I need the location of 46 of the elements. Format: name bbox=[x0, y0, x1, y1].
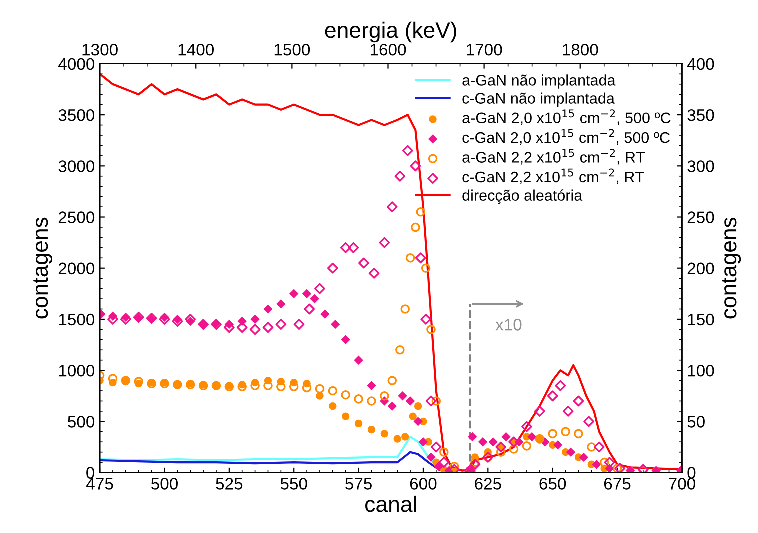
x-tick-label: 475 bbox=[86, 478, 114, 490]
x2-tick-label: 1800 bbox=[563, 44, 598, 56]
x-tick-label: 575 bbox=[346, 478, 372, 490]
legend-label: a-GaN 2,2 x10$^{15}$ cm$^{−2}$, RT bbox=[462, 149, 646, 165]
y2-tick-label: 200 bbox=[688, 262, 714, 275]
annotation: x10 bbox=[496, 319, 522, 331]
y2-tick-label: 0 bbox=[688, 467, 696, 479]
y-tick-label: 3000 bbox=[58, 160, 95, 172]
y2-tick-label: 300 bbox=[688, 160, 714, 172]
x2-tick-label: 1400 bbox=[178, 44, 214, 56]
x2-axis-title: energia (keV) bbox=[325, 22, 456, 43]
y-tick-label: 4000 bbox=[58, 58, 95, 70]
x2-tick-label: 1300 bbox=[82, 44, 118, 56]
y-tick-label: 1000 bbox=[59, 364, 95, 377]
legend-label: a-GaN não implantada bbox=[462, 74, 616, 89]
legend-label: c-GaN 2,2 x10$^{15}$ cm$^{−2}$, RT bbox=[462, 168, 644, 184]
legend-label: c-GaN 2,0 x10$^{15}$ cm$^{−2}$, 500 ºC bbox=[462, 129, 670, 146]
x-tick-label: 625 bbox=[475, 478, 502, 490]
y-tick-label: 500 bbox=[68, 416, 95, 428]
y2-tick-label: 250 bbox=[688, 212, 714, 224]
y-tick-label: 0 bbox=[86, 467, 95, 479]
x-tick-label: 525 bbox=[216, 478, 243, 490]
y-tick-label: 3500 bbox=[58, 109, 95, 122]
y-axis-title: contagens bbox=[34, 218, 53, 319]
y2-axis-title: contagens bbox=[722, 218, 742, 319]
y2-tick-label: 150 bbox=[688, 314, 714, 326]
legend-label: direcção aleatória bbox=[462, 190, 583, 204]
legend-label: a-GaN 2,0 x10$^{15}$ cm$^{−2}$, 500 ºC bbox=[462, 110, 671, 126]
x2-tick-label: 1600 bbox=[370, 44, 406, 56]
legend-label: c-GaN não implantada bbox=[462, 92, 615, 107]
y-tick-label: 2000 bbox=[58, 262, 95, 275]
x2-tick-label: 1700 bbox=[467, 44, 502, 56]
x-tick-label: 650 bbox=[540, 478, 566, 490]
x-tick-label: 550 bbox=[280, 478, 308, 490]
x-tick-label: 500 bbox=[152, 478, 178, 490]
y2-tick-label: 350 bbox=[688, 109, 714, 122]
y-tick-label: 2500 bbox=[58, 212, 95, 224]
x-tick-label: 600 bbox=[410, 478, 437, 490]
x-tick-label: 700 bbox=[669, 478, 696, 490]
y-tick-label: 1500 bbox=[59, 314, 95, 326]
x-tick-label: 675 bbox=[604, 478, 631, 490]
y2-tick-label: 50 bbox=[688, 416, 705, 428]
y2-tick-label: 100 bbox=[688, 364, 714, 377]
x-axis-title: canal bbox=[366, 496, 416, 512]
x2-tick-label: 1500 bbox=[274, 44, 310, 56]
y2-tick-label: 400 bbox=[687, 58, 714, 70]
